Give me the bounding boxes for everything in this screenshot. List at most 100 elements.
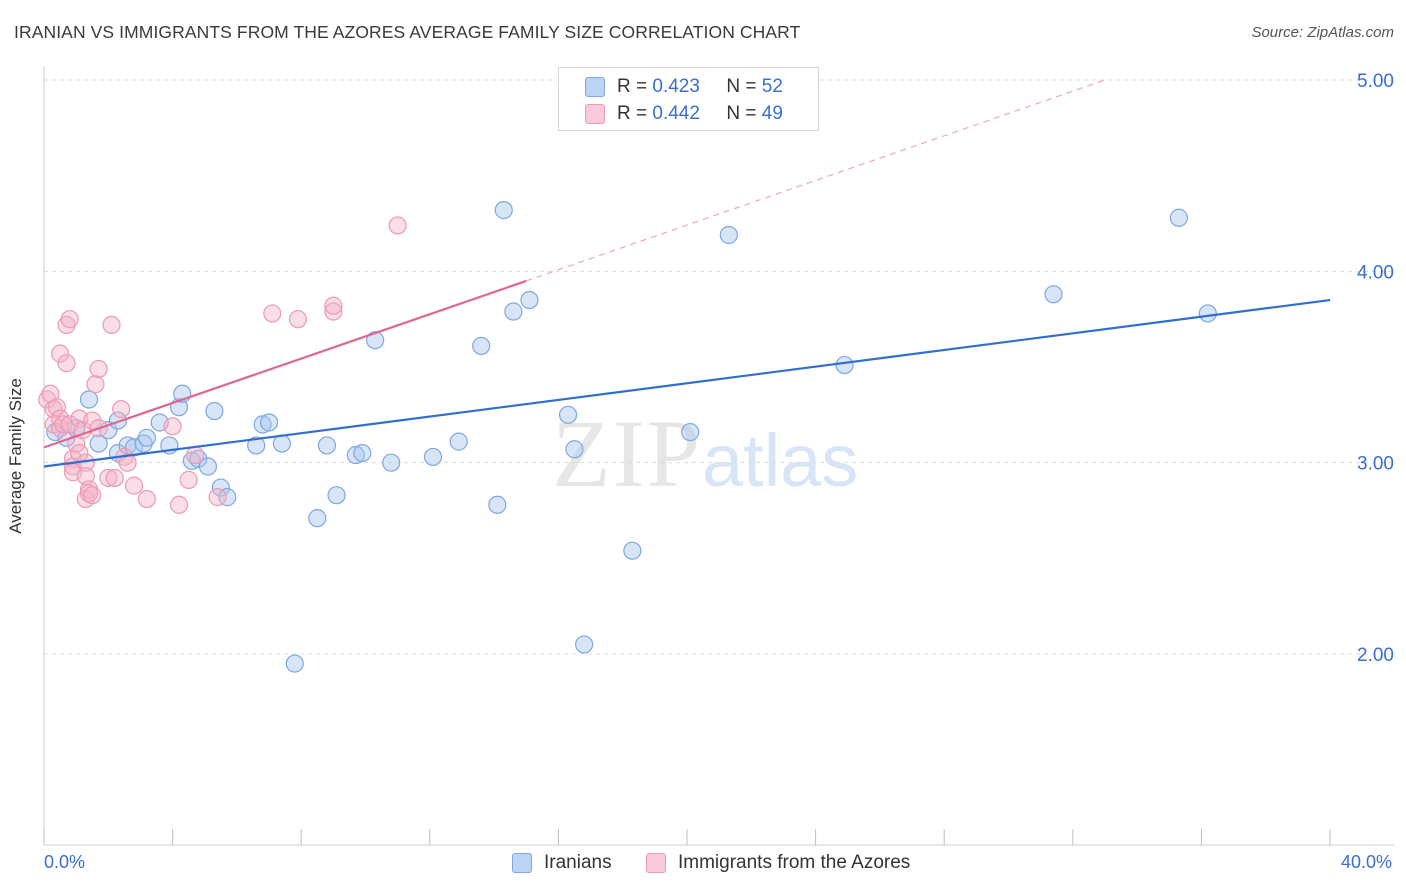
legend-swatch-azores xyxy=(585,104,605,124)
series-swatch-azores xyxy=(646,853,666,873)
point-iranians xyxy=(79,390,99,409)
legend-n-value: 52 xyxy=(761,76,783,97)
trend-line-azores xyxy=(43,279,527,449)
chart-title: IRANIAN VS IMMIGRANTS FROM THE AZORES AV… xyxy=(14,22,801,42)
point-iranians xyxy=(89,434,108,453)
point-iranians xyxy=(488,495,507,514)
point-azores xyxy=(83,486,102,505)
point-iranians xyxy=(520,290,539,310)
point-iranians xyxy=(1169,208,1188,227)
series-label-azores: Immigrants from the Azores xyxy=(678,852,911,873)
point-iranians xyxy=(575,635,594,654)
point-azores xyxy=(57,354,76,373)
point-iranians xyxy=(108,411,128,430)
point-azores xyxy=(208,488,227,507)
point-azores xyxy=(163,417,182,436)
point-iranians xyxy=(353,444,372,463)
point-iranians xyxy=(259,413,279,432)
point-iranians xyxy=(719,225,738,245)
legend-r-value: 0.423 xyxy=(652,76,700,97)
point-azores xyxy=(324,296,343,315)
point-azores xyxy=(79,484,99,503)
point-azores xyxy=(79,480,99,499)
point-iranians xyxy=(494,201,513,220)
point-azores xyxy=(86,375,105,394)
point-iranians xyxy=(1198,304,1217,323)
point-iranians xyxy=(623,541,642,560)
legend-r-value: 0.442 xyxy=(652,103,700,124)
point-azores xyxy=(179,470,198,489)
legend-row-iranians: R = 0.423 N = 52 xyxy=(585,76,783,98)
point-azores xyxy=(57,315,76,335)
series-swatch-iranians xyxy=(512,853,532,873)
point-iranians xyxy=(835,355,854,375)
point-iranians xyxy=(272,434,292,453)
point-iranians xyxy=(182,451,201,470)
point-azores xyxy=(50,344,70,363)
point-iranians xyxy=(346,445,365,465)
y-axis-label: Average Family Size xyxy=(6,378,25,534)
source-credit: Source: ZipAtlas.com xyxy=(1251,24,1394,41)
point-azores xyxy=(50,409,70,428)
point-azores xyxy=(137,489,156,509)
y-tick-label: 2.00 xyxy=(1357,645,1394,666)
point-iranians xyxy=(565,440,584,459)
point-iranians xyxy=(449,432,468,451)
trend-line-iranians xyxy=(43,298,1331,468)
point-azores xyxy=(99,468,118,488)
point-iranians xyxy=(327,486,346,505)
point-iranians xyxy=(205,401,224,421)
point-iranians xyxy=(382,453,401,472)
series-legend-iranians: Iranians xyxy=(512,852,612,874)
point-iranians xyxy=(308,509,327,528)
series-label-iranians: Iranians xyxy=(544,852,612,873)
point-iranians xyxy=(317,436,337,455)
series-legend-azores: Immigrants from the Azores xyxy=(646,852,910,874)
legend-row-azores: R = 0.442 N = 49 xyxy=(585,103,783,125)
point-iranians xyxy=(211,478,230,497)
point-azores xyxy=(288,310,308,329)
point-iranians xyxy=(558,405,578,424)
watermark-zip: ZIP xyxy=(552,400,702,507)
series-legend: Iranians Immigrants from the Azores xyxy=(0,852,1406,878)
y-tick-label: 4.00 xyxy=(1357,262,1394,283)
point-azores xyxy=(44,399,63,419)
y-tick-label: 5.00 xyxy=(1357,71,1394,92)
point-iranians xyxy=(198,457,218,476)
point-azores xyxy=(112,399,131,419)
point-azores xyxy=(186,445,205,465)
legend-n-label: N = xyxy=(726,103,757,124)
point-iranians xyxy=(504,302,523,321)
point-iranians xyxy=(1044,285,1063,304)
legend-swatch-iranians xyxy=(585,77,605,97)
point-azores xyxy=(388,216,407,235)
point-azores xyxy=(89,359,108,379)
x-tick-min: 0.0% xyxy=(44,852,86,872)
point-iranians xyxy=(247,436,266,455)
legend-r-label: R = xyxy=(617,76,648,97)
point-azores xyxy=(324,302,343,321)
point-azores xyxy=(76,466,95,486)
point-iranians xyxy=(218,488,237,507)
point-azores xyxy=(124,476,144,495)
watermark-atlas: atlas xyxy=(702,419,859,502)
y-tick-label: 3.00 xyxy=(1357,454,1394,475)
point-azores xyxy=(105,468,124,488)
point-iranians xyxy=(472,336,491,356)
legend-n-label: N = xyxy=(726,76,757,97)
point-iranians xyxy=(253,415,272,434)
point-azores xyxy=(169,495,189,514)
point-azores xyxy=(263,304,282,323)
legend-r-label: R = xyxy=(617,103,648,124)
legend-n-value: 49 xyxy=(761,103,783,124)
point-azores xyxy=(38,390,57,409)
point-azores xyxy=(118,453,137,472)
stats-legend: R = 0.423 N = 52 R = 0.442 N = 49 xyxy=(558,67,819,131)
trend-extension-azores xyxy=(526,79,1106,282)
point-azores xyxy=(102,315,121,335)
point-azores xyxy=(60,310,79,329)
point-iranians xyxy=(134,434,153,453)
x-tick-max: 40.0% xyxy=(1340,852,1392,872)
point-azores xyxy=(47,398,66,417)
